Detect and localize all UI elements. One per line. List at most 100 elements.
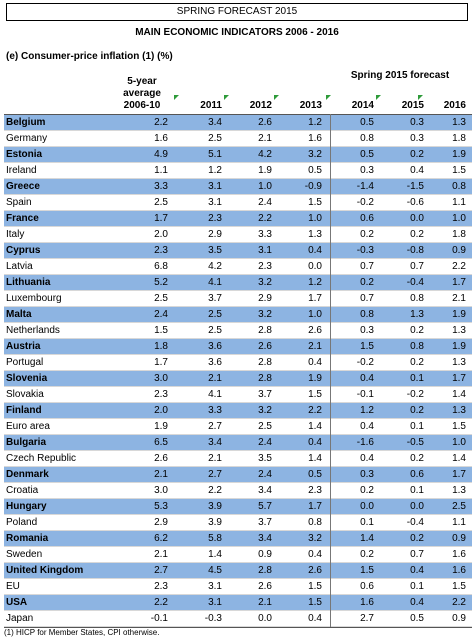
- cell-value: 0.2: [410, 149, 424, 160]
- cell-value: 3.4: [208, 437, 222, 448]
- column-header: 5-year average 2006-10: [123, 76, 161, 111]
- row-label: Poland: [6, 517, 38, 528]
- cell-value: 0.1: [410, 581, 424, 592]
- header-marker: [418, 95, 423, 100]
- cell-value: 1.5: [360, 341, 374, 352]
- cell-value: 0.0: [360, 501, 374, 512]
- cell-value: 3.2: [258, 405, 272, 416]
- row-label: Japan: [6, 613, 34, 624]
- row-label: Slovenia: [6, 373, 48, 384]
- cell-value: 0.8: [410, 293, 424, 304]
- cell-value: 0.3: [410, 133, 424, 144]
- cell-value: 2.0: [154, 405, 168, 416]
- table-row: Denmark 2.1 2.7 2.4 0.5 0.3 0.6 1.7: [4, 467, 472, 483]
- cell-value: 3.7: [258, 517, 272, 528]
- cell-value: 2.2: [154, 117, 168, 128]
- cell-value: 1.3: [452, 485, 466, 496]
- row-label: Portugal: [6, 357, 44, 368]
- cell-value: -0.5: [406, 437, 424, 448]
- cell-value: 0.3: [360, 469, 374, 480]
- cell-value: 2.6: [258, 117, 272, 128]
- cell-value: 3.6: [208, 357, 222, 368]
- cell-value: 0.1: [410, 373, 424, 384]
- table-row: Slovenia 3.0 2.1 2.8 1.9 0.4 0.1 1.7: [4, 371, 472, 387]
- cell-value: 0.2: [410, 325, 424, 336]
- row-label: Germany: [6, 133, 48, 144]
- forecast-separator: [330, 114, 331, 627]
- cell-value: 2.6: [308, 565, 322, 576]
- footnote: (1) HICP for Member States, CPI otherwis…: [4, 628, 160, 637]
- cell-value: 2.1: [258, 133, 272, 144]
- table-row: Luxembourg 2.5 3.7 2.9 1.7 0.7 0.8 2.1: [4, 291, 472, 307]
- cell-value: 2.8: [258, 373, 272, 384]
- row-label: Denmark: [6, 469, 49, 480]
- table-row: Greece 3.3 3.1 1.0 -0.9 -1.4 -1.5 0.8: [4, 179, 472, 195]
- cell-value: 0.4: [308, 437, 322, 448]
- cell-value: 2.1: [258, 597, 272, 608]
- row-label: Austria: [6, 341, 41, 352]
- cell-value: 1.6: [452, 549, 466, 560]
- column-header: 2013: [299, 100, 322, 111]
- cell-value: 1.3: [410, 309, 424, 320]
- title: MAIN ECONOMIC INDICATORS 2006 - 2016: [135, 27, 339, 38]
- cell-value: 0.2: [410, 405, 424, 416]
- table-body: Belgium 2.2 3.4 2.6 1.2 0.5 0.3 1.3 Germany 1.6 2.…: [4, 114, 472, 628]
- table-row: Japan -0.1 -0.3 0.0 0.4 2.7 0.5 0.9: [4, 611, 472, 627]
- cell-value: -1.6: [356, 437, 374, 448]
- cell-value: 2.2: [154, 597, 168, 608]
- cell-value: 1.9: [452, 149, 466, 160]
- row-label: Sweden: [6, 549, 43, 560]
- cell-value: 1.3: [452, 325, 466, 336]
- cell-value: 0.9: [452, 613, 466, 624]
- subtitle: (e) Consumer-price inflation (1) (%): [6, 51, 173, 62]
- cell-value: 0.4: [410, 597, 424, 608]
- cell-value: 0.0: [410, 213, 424, 224]
- cell-value: 2.6: [308, 325, 322, 336]
- cell-value: 1.4: [452, 389, 466, 400]
- cell-value: 1.8: [452, 133, 466, 144]
- cell-value: 2.3: [258, 261, 272, 272]
- cell-value: 1.9: [452, 309, 466, 320]
- cell-value: 1.9: [154, 421, 168, 432]
- cell-value: 0.6: [410, 469, 424, 480]
- cell-value: 1.8: [154, 341, 168, 352]
- cell-value: 1.5: [308, 581, 322, 592]
- cell-value: -0.2: [356, 357, 374, 368]
- table-row: Spain 2.5 3.1 2.4 1.5 -0.2 -0.6 1.1: [4, 195, 472, 211]
- cell-value: 1.7: [308, 501, 322, 512]
- cell-value: -0.2: [406, 389, 424, 400]
- cell-value: 3.4: [208, 117, 222, 128]
- table-row: France 1.7 2.3 2.2 1.0 0.6 0.0 1.0: [4, 211, 472, 227]
- table-row: Sweden 2.1 1.4 0.9 0.4 0.2 0.7 1.6: [4, 547, 472, 563]
- cell-value: 0.8: [360, 133, 374, 144]
- cell-value: 1.4: [308, 453, 322, 464]
- row-label: Lithuania: [6, 277, 51, 288]
- row-label: Croatia: [6, 485, 39, 496]
- cell-value: 0.2: [360, 549, 374, 560]
- cell-value: 3.7: [208, 293, 222, 304]
- cell-value: 0.7: [410, 261, 424, 272]
- cell-value: 2.1: [452, 293, 466, 304]
- cell-value: 1.2: [308, 117, 322, 128]
- cell-value: 0.2: [360, 277, 374, 288]
- cell-value: 2.4: [258, 437, 272, 448]
- cell-value: 3.3: [258, 229, 272, 240]
- cell-value: -0.6: [406, 197, 424, 208]
- header-marker: [224, 95, 229, 100]
- cell-value: 1.1: [154, 165, 168, 176]
- cell-value: 1.1: [452, 197, 466, 208]
- cell-value: 2.1: [308, 341, 322, 352]
- cell-value: -0.4: [406, 517, 424, 528]
- header-marker: [376, 95, 381, 100]
- row-label: EU: [6, 581, 20, 592]
- cell-value: 0.2: [410, 453, 424, 464]
- cell-value: 3.7: [258, 389, 272, 400]
- cell-value: 0.4: [308, 357, 322, 368]
- cell-value: 2.8: [258, 565, 272, 576]
- cell-value: 0.0: [410, 501, 424, 512]
- row-label: France: [6, 213, 39, 224]
- cell-value: 0.4: [410, 165, 424, 176]
- cell-value: 5.2: [154, 277, 168, 288]
- row-label: Bulgaria: [6, 437, 47, 448]
